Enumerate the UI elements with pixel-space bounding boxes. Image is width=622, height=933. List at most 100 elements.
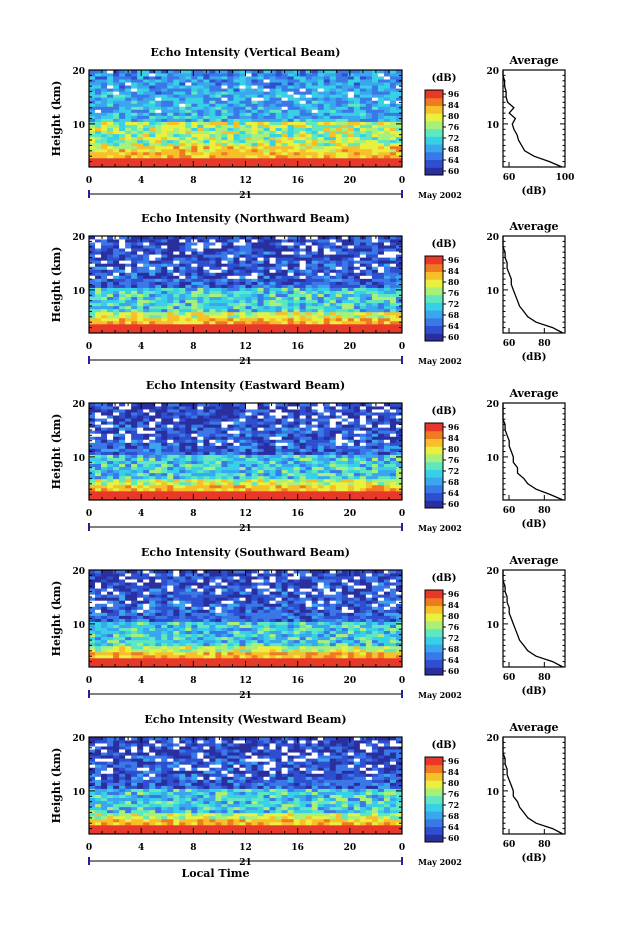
heatmap-cell <box>233 131 239 134</box>
heatmap-cell <box>161 115 167 118</box>
heatmap-cell <box>366 324 372 327</box>
heatmap-cell <box>384 467 390 470</box>
heatmap-cell <box>246 128 252 131</box>
heatmap-cell <box>215 281 221 284</box>
heatmap-cell <box>167 439 173 442</box>
heatmap-cell <box>185 103 191 106</box>
heatmap-cell <box>239 458 245 461</box>
heatmap-cell <box>203 103 209 106</box>
heatmap-cell <box>282 458 288 461</box>
heatmap-cell <box>221 128 227 131</box>
heatmap-cell <box>354 467 360 470</box>
heatmap-cell <box>149 281 155 284</box>
heatmap-cell <box>270 257 276 260</box>
heatmap-cell <box>209 146 215 149</box>
heatmap-cell <box>221 433 227 436</box>
heatmap-cell <box>282 73 288 76</box>
heatmap-cell <box>294 140 300 143</box>
heatmap-cell <box>155 327 161 330</box>
heatmap-cell <box>167 485 173 488</box>
heatmap-cell <box>330 263 336 266</box>
heatmap-cell <box>197 467 203 470</box>
heatmap-cell <box>318 312 324 315</box>
heatmap-cell <box>95 266 101 269</box>
heatmap-cell <box>167 482 173 485</box>
heatmap-cell <box>330 473 336 476</box>
heatmap-cell <box>221 300 227 303</box>
heatmap-cell <box>384 294 390 297</box>
heatmap-cell <box>191 464 197 467</box>
heatmap-cell <box>288 448 294 451</box>
heatmap-cell <box>264 106 270 109</box>
heatmap-cell <box>155 427 161 430</box>
heatmap-cell <box>306 260 312 263</box>
heatmap-cell <box>215 479 221 482</box>
heatmap-cell <box>264 324 270 327</box>
heatmap-cell <box>227 152 233 155</box>
heatmap-cell <box>384 485 390 488</box>
date-label: 21 <box>239 357 252 367</box>
heatmap-cell <box>390 122 396 125</box>
heatmap-cell <box>239 245 245 248</box>
heatmap-cell <box>119 79 125 82</box>
heatmap-cell <box>390 455 396 458</box>
heatmap-cell <box>173 251 179 254</box>
heatmap-cell <box>330 269 336 272</box>
heatmap-cell <box>239 146 245 149</box>
heatmap-cell <box>233 488 239 491</box>
heatmap-cell <box>107 251 113 254</box>
heatmap-cell <box>137 125 143 128</box>
heatmap-cell <box>185 134 191 137</box>
heatmap-cell <box>185 260 191 263</box>
heatmap-cell <box>258 149 264 152</box>
heatmap-cell <box>119 442 125 445</box>
heatmap-cell <box>342 137 348 140</box>
heatmap-cell <box>209 266 215 269</box>
heatmap-cell <box>191 424 197 427</box>
heatmap-cell <box>348 106 354 109</box>
heatmap-cell <box>101 122 107 125</box>
heatmap-cell <box>179 312 185 315</box>
heatmap-cell <box>318 242 324 245</box>
heatmap-cell <box>233 266 239 269</box>
heatmap-cell <box>258 100 264 103</box>
heatmap-cell <box>288 291 294 294</box>
heatmap-cell <box>233 140 239 143</box>
heatmap-cell <box>276 79 282 82</box>
heatmap-cell <box>95 242 101 245</box>
heatmap-cell <box>324 424 330 427</box>
heatmap-cell <box>354 100 360 103</box>
heatmap-cell <box>173 439 179 442</box>
y-tick-label: 10 <box>72 287 85 297</box>
heatmap-cell <box>167 266 173 269</box>
heatmap-cell <box>113 106 119 109</box>
heatmap-cell <box>336 88 342 91</box>
heatmap-cell <box>342 288 348 291</box>
heatmap-cell <box>113 152 119 155</box>
heatmap-cell <box>330 448 336 451</box>
heatmap-cell <box>209 452 215 455</box>
heatmap-cell <box>324 131 330 134</box>
heatmap-cell <box>360 491 366 494</box>
heatmap-cell <box>185 257 191 260</box>
heatmap-cell <box>246 82 252 85</box>
x-tick-label: 12 <box>239 342 252 352</box>
heatmap-cell <box>306 455 312 458</box>
heatmap-cell <box>318 140 324 143</box>
heatmap-cell <box>101 245 107 248</box>
heatmap-cell <box>221 158 227 161</box>
heatmap-cell <box>264 143 270 146</box>
heatmap-cell <box>318 424 324 427</box>
heatmap-cell <box>270 115 276 118</box>
heatmap-cell <box>354 436 360 439</box>
heatmap-cell <box>384 291 390 294</box>
heatmap-cell <box>215 464 221 467</box>
heatmap-cell <box>348 300 354 303</box>
heatmap-cell <box>167 470 173 473</box>
heatmap-cell <box>384 327 390 330</box>
heatmap-cell <box>366 439 372 442</box>
heatmap-cell <box>155 239 161 242</box>
heatmap-cell <box>264 122 270 125</box>
heatmap-cell <box>143 128 149 131</box>
heatmap-cell <box>227 85 233 88</box>
